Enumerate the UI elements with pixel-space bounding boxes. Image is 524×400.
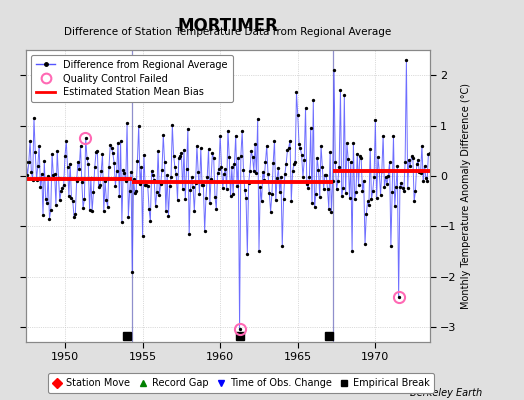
Y-axis label: Monthly Temperature Anomaly Difference (°C): Monthly Temperature Anomaly Difference (… — [461, 83, 471, 309]
Text: Difference of Station Temperature Data from Regional Average: Difference of Station Temperature Data f… — [64, 27, 391, 37]
Legend: Station Move, Record Gap, Time of Obs. Change, Empirical Break: Station Move, Record Gap, Time of Obs. C… — [48, 374, 434, 393]
Text: Berkeley Earth: Berkeley Earth — [410, 388, 482, 398]
Legend: Difference from Regional Average, Quality Control Failed, Estimated Station Mean: Difference from Regional Average, Qualit… — [31, 55, 233, 102]
Title: MORTIMER: MORTIMER — [178, 16, 278, 34]
